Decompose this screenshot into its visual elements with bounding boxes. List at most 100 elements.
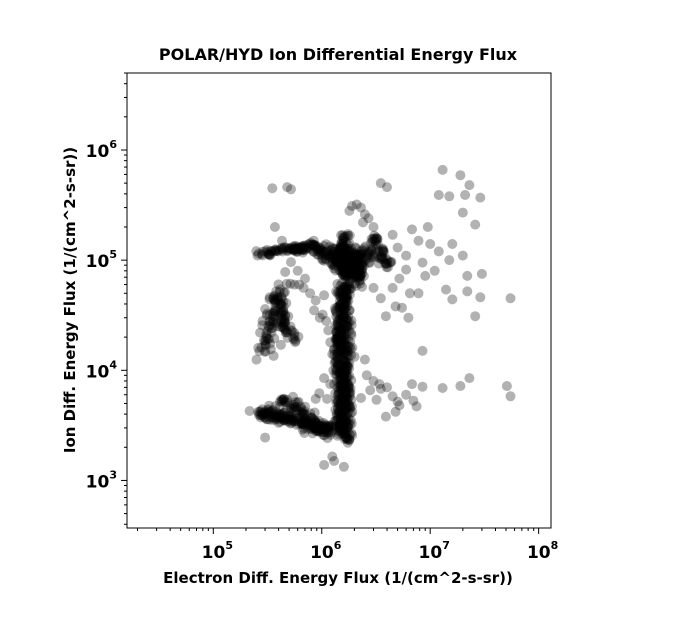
scatter-point: [346, 273, 357, 284]
scatter-point: [272, 321, 283, 332]
scatter-point: [264, 316, 275, 327]
scatter-point: [331, 333, 342, 344]
scatter-point: [334, 353, 345, 364]
scatter-point: [305, 244, 316, 254]
scatter-point: [288, 399, 299, 410]
scatter-point: [298, 416, 308, 427]
scatter-point: [338, 239, 348, 250]
scatter-point: [341, 251, 352, 262]
scatter-point: [282, 394, 293, 405]
scatter-point: [341, 424, 352, 435]
scatter-point: [360, 241, 371, 252]
scatter-point: [339, 434, 350, 444]
scatter-point: [382, 262, 393, 273]
scatter-point: [315, 426, 325, 437]
scatter-point: [342, 437, 353, 448]
scatter-point: [259, 336, 270, 347]
scatter-point: [380, 311, 391, 322]
scatter-point: [312, 249, 323, 260]
scatter-point: [338, 331, 348, 342]
scatter-point: [288, 333, 299, 344]
scatter-point: [312, 241, 322, 252]
scatter-point: [264, 249, 275, 260]
scatter-point: [257, 320, 268, 331]
scatter-point: [335, 324, 346, 335]
scatter-point: [339, 292, 349, 303]
scatter-point: [348, 252, 359, 263]
scatter-point: [330, 253, 341, 264]
scatter-point: [373, 246, 384, 256]
scatter-point: [338, 319, 349, 330]
scatter-point: [339, 396, 350, 407]
scatter-point: [366, 234, 377, 244]
scatter-point: [337, 312, 348, 323]
scatter-point: [296, 245, 307, 256]
scatter-point: [271, 414, 282, 425]
scatter-point: [346, 315, 357, 326]
scatter-point: [464, 373, 475, 384]
scatter-point: [316, 421, 327, 432]
scatter-point: [357, 249, 368, 259]
scatter-point: [355, 271, 366, 282]
scatter-point: [341, 368, 351, 379]
scatter-point: [337, 348, 348, 358]
scatter-point: [352, 267, 363, 278]
scatter-point: [271, 246, 282, 256]
scatter-point: [333, 330, 344, 341]
scatter-point: [320, 249, 331, 260]
scatter-point: [331, 397, 342, 408]
scatter-point: [342, 320, 353, 331]
scatter-point: [270, 410, 281, 421]
scatter-point: [335, 402, 346, 413]
scatter-point: [291, 242, 302, 253]
scatter-point: [277, 395, 288, 406]
scatter-point: [346, 268, 357, 279]
scatter-point: [353, 258, 364, 269]
scatter-point: [299, 242, 310, 253]
scatter-point: [317, 419, 328, 430]
scatter-point: [340, 255, 351, 266]
scatter-point: [337, 415, 348, 426]
scatter-point: [273, 417, 284, 428]
scatter-point: [274, 402, 285, 413]
scatter-point: [313, 422, 324, 433]
scatter-point: [339, 390, 350, 401]
scatter-point: [355, 250, 366, 261]
scatter-point: [429, 265, 440, 276]
scatter-point: [372, 233, 383, 244]
scatter-point: [377, 246, 388, 257]
scatter-point: [344, 400, 355, 411]
scatter-point: [329, 357, 340, 368]
scatter-point: [336, 292, 347, 303]
scatter-point: [386, 256, 397, 267]
scatter-point: [307, 419, 318, 430]
scatter-point: [269, 311, 280, 322]
scatter-point: [281, 278, 292, 289]
scatter-point: [266, 327, 277, 338]
scatter-point: [268, 413, 278, 423]
scatter-point: [320, 254, 331, 265]
scatter-point: [330, 404, 341, 415]
scatter-point: [325, 429, 336, 440]
scatter-point: [344, 289, 355, 300]
scatter-point: [317, 421, 328, 432]
scatter-point: [350, 250, 361, 261]
scatter-point: [298, 409, 309, 420]
scatter-point: [261, 332, 272, 343]
scatter-point: [340, 348, 351, 359]
scatter-point: [336, 374, 346, 385]
scatter-point: [339, 335, 350, 346]
scatter-point: [313, 426, 324, 437]
scatter-point: [390, 301, 401, 312]
scatter-point: [336, 265, 347, 276]
scatter-point: [274, 412, 285, 423]
scatter-point: [344, 281, 355, 291]
scatter-point: [505, 293, 516, 304]
scatter-point: [335, 417, 346, 428]
scatter-point: [301, 416, 312, 427]
scatter-point: [264, 400, 275, 411]
scatter-point: [343, 334, 354, 345]
scatter-point: [313, 415, 324, 426]
scatter-point: [270, 306, 281, 317]
scatter-point: [306, 413, 317, 423]
